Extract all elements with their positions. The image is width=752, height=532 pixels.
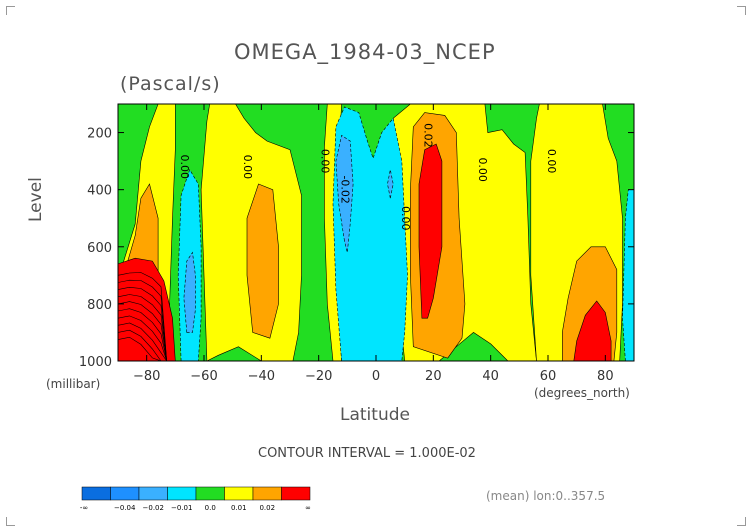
- corner-mark-top-left: [6, 6, 15, 15]
- y-tick-label: 200: [87, 127, 112, 142]
- contour-line-south-polar: [118, 329, 167, 361]
- x-axis-label: Latitude: [340, 405, 410, 425]
- band-red-south-polar: [118, 257, 176, 361]
- contour-label: 0.02: [422, 123, 435, 148]
- contour-label: -0.02: [339, 175, 352, 203]
- x-tick-label: −60: [190, 369, 217, 384]
- x-tick-label: −20: [305, 369, 332, 384]
- y-axis: 200 400 600 800 1000: [79, 127, 634, 370]
- y-axis-unit: (millibar): [46, 377, 101, 391]
- x-tick-label: 0: [372, 369, 380, 384]
- contour-label: 0.00: [476, 157, 489, 182]
- contour-label: 0.00: [241, 155, 254, 180]
- contour-label: 0.00: [399, 206, 412, 231]
- contour-line-south-polar: [118, 315, 167, 361]
- corner-mark-bottom-left: [6, 517, 15, 526]
- x-tick-label: 60: [540, 369, 557, 384]
- contour-line-south-polar: [118, 294, 167, 361]
- band-blue-small: [387, 169, 394, 199]
- band-red-north-80: [573, 300, 612, 361]
- x-tick-label: 40: [482, 369, 499, 384]
- band-orange-south-40: [246, 183, 279, 339]
- y-tick-label: 1000: [79, 355, 112, 370]
- contour-label: 0.00: [318, 149, 331, 174]
- y-tick-label: 600: [87, 241, 112, 256]
- contour-label-layer: 0.00 0.00 0.00 -0.02 0.00 0.02 0.00 0.00: [178, 123, 558, 230]
- contour-interval-text: CONTOUR INTERVAL = 1.000E-02: [258, 446, 476, 461]
- x-axis-unit: (degrees_north): [534, 386, 630, 400]
- band-red-north-20: [418, 143, 443, 319]
- contour-fill-layer: [118, 104, 634, 361]
- chart-subtitle: (Pascal/s): [120, 73, 221, 95]
- contour-line-south-polar: [118, 279, 167, 361]
- contour-line-south-polar: [118, 286, 167, 361]
- contour-line-south-polar: [118, 336, 167, 361]
- x-tick-label: −40: [248, 369, 275, 384]
- contour-label: 0.00: [178, 155, 191, 180]
- corner-mark-top-right: [737, 6, 746, 15]
- contour-line-south-polar: [118, 272, 167, 361]
- contour-label: 0.00: [545, 149, 558, 174]
- band-blue-tropics: [335, 134, 354, 253]
- x-tick-label: 20: [425, 369, 442, 384]
- chart-title: OMEGA_1984-03_NCEP: [234, 40, 496, 64]
- contour-line-south-polar: [118, 322, 167, 361]
- x-axis: −80 −60 −40 −20 0 20 40 60 80: [133, 104, 614, 384]
- band-blue-south-60: [183, 251, 196, 333]
- footer-text: (mean) lon:0..357.5: [486, 489, 606, 503]
- y-tick-label: 400: [87, 184, 112, 199]
- contour-line-south-polar: [118, 308, 167, 361]
- contour-line-south-polar: [118, 301, 167, 361]
- x-tick-label: 80: [597, 369, 614, 384]
- y-tick-label: 800: [87, 298, 112, 313]
- corner-mark-bottom-right: [737, 517, 746, 526]
- x-tick-label: −80: [133, 369, 160, 384]
